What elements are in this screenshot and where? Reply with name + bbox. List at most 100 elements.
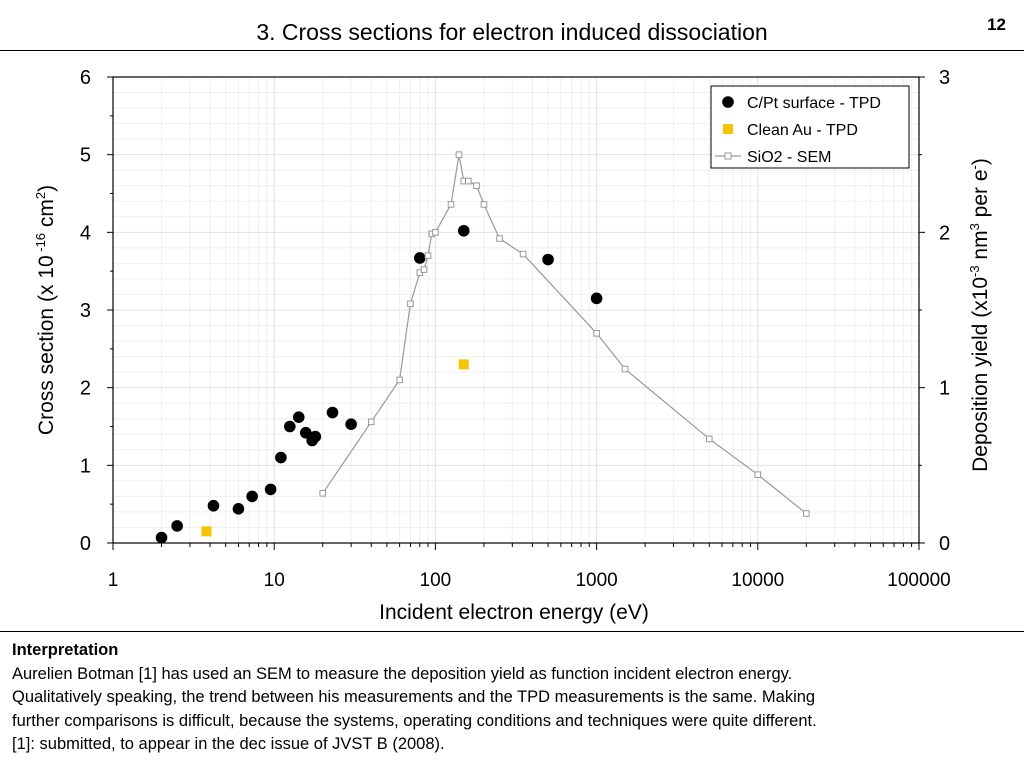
notes-divider — [0, 631, 1024, 632]
y-right-tick-label: 3 — [939, 67, 950, 89]
data-point — [275, 451, 287, 464]
legend-label: Clean Au - TPD — [747, 122, 858, 139]
notes-line-2: Qualitatively speaking, the trend betwee… — [12, 688, 816, 706]
legend-box — [710, 85, 910, 169]
y-right-axis-label: Deposition yield (x10-3 nm3 per e-) — [967, 158, 992, 472]
legend: C/Pt surface - TPD Clean Au - TPD SiO2 - S… — [710, 85, 910, 169]
notes-line-3: further comparisons is difficult, becaus… — [12, 711, 817, 730]
data-point — [542, 253, 554, 266]
data-point — [207, 499, 220, 512]
data-point — [319, 489, 327, 497]
series-clean-au-tpd — [201, 359, 469, 537]
data-point — [590, 292, 603, 305]
data-point — [171, 520, 183, 532]
series-c-pt-surface-tpd — [155, 224, 603, 544]
data-point — [420, 266, 428, 273]
y-left-tick-label: 6 — [80, 67, 91, 89]
data-point — [246, 490, 258, 503]
title-divider — [0, 50, 1024, 51]
x-tick-label: 10000 — [731, 570, 784, 591]
x-tick-label: 1000 — [575, 570, 617, 591]
x-tick-label: 1 — [108, 570, 119, 591]
y-left-tick-label: 2 — [80, 378, 91, 400]
y-left-axis-label-part: cm — [35, 199, 58, 233]
y-left-tick-label: 3 — [80, 300, 91, 322]
y-right-axis-label-part: 3 — [967, 223, 982, 230]
legend-item: Clean Au - TPD — [723, 122, 858, 139]
data-point — [447, 201, 455, 208]
y-right-axis-label-part: ) — [969, 158, 992, 165]
data-point — [326, 406, 339, 419]
page-number: 12 — [987, 15, 1006, 34]
data-point — [407, 300, 414, 308]
cross-section-chart: 1 10 100 1000 10000 10000001234560123Incident… — [33, 67, 992, 624]
legend-label: C/Pt surface - TPD — [747, 95, 881, 112]
data-point — [473, 182, 480, 190]
data-point — [201, 526, 212, 537]
data-point — [465, 177, 472, 185]
data-point — [432, 229, 439, 236]
interpretation-notes: Interpretation Aurelien Botman [1] has u… — [12, 639, 1012, 757]
data-point — [457, 224, 470, 237]
y-left-axis-label-part: 2 — [33, 192, 48, 199]
data-point — [803, 510, 810, 517]
y-right-axis-label-part: - — [967, 165, 982, 169]
y-left-tick-label: 1 — [80, 455, 91, 477]
data-point — [232, 503, 245, 515]
series-line — [322, 154, 807, 514]
slide-title: 3. Cross sections for electron induced d… — [256, 19, 768, 45]
data-point — [345, 418, 357, 430]
y-left-tick-label: 5 — [80, 145, 91, 167]
data-point — [396, 376, 403, 384]
data-point — [424, 252, 432, 259]
data-point — [264, 483, 277, 496]
y-right-axis-label-part: nm — [969, 230, 992, 265]
series-sio2-sem — [319, 151, 810, 517]
data-point — [754, 471, 762, 478]
y-right-axis-label-part: per e — [969, 169, 992, 223]
legend-item: C/Pt surface - TPD — [722, 95, 881, 112]
data-point — [367, 418, 375, 426]
data-point — [309, 430, 322, 443]
notes-line-4: [1]: submitted, to appear in the dec iss… — [12, 735, 445, 753]
data-point — [705, 435, 713, 443]
data-point — [519, 250, 527, 258]
legend-marker — [724, 152, 732, 160]
data-point — [284, 420, 296, 433]
legend-marker — [723, 124, 733, 134]
data-point — [455, 151, 463, 158]
y-left-tick-label: 4 — [80, 222, 91, 244]
data-point — [480, 201, 488, 208]
y-left-axis-label-part: ) — [35, 185, 58, 192]
x-tick-label: 100000 — [887, 570, 950, 591]
data-point — [413, 252, 426, 264]
y-right-tick-label: 0 — [939, 533, 950, 555]
data-point — [621, 365, 629, 373]
y-left-axis-label-part: -16 — [33, 233, 48, 255]
x-tick-labels: 1 10 100 1000 10000 100000 — [108, 570, 951, 591]
y-right-axis-label-part: -3 — [967, 265, 982, 277]
notes-heading: Interpretation — [12, 641, 119, 659]
legend-item: SiO2 - SEM — [715, 149, 831, 166]
y-right-axis: 0 1 2 3 — [919, 67, 950, 555]
x-axis-ticks — [112, 543, 920, 550]
y-left-tick-label: 0 — [80, 533, 91, 555]
x-axis-label: Incident electron energy (eV) — [379, 601, 649, 624]
data-point — [496, 235, 503, 242]
y-left-axis-label: Cross section (x 10 -16 cm2) — [33, 185, 58, 435]
legend-label: SiO2 - SEM — [747, 149, 831, 166]
data-point — [458, 359, 469, 370]
y-right-tick-label: 2 — [939, 222, 950, 244]
data-point — [292, 411, 305, 423]
legend-marker — [722, 96, 734, 108]
x-tick-label: 100 — [420, 570, 452, 591]
x-tick-label: 10 — [264, 570, 285, 591]
y-left-axis: 0 1 2 3 4 5 6 — [80, 67, 113, 555]
y-right-axis-label-part: Deposition yield (x10 — [969, 277, 992, 472]
y-left-axis-label-part: Cross section (x 10 — [35, 255, 58, 435]
data-point — [155, 531, 168, 544]
y-right-tick-label: 1 — [939, 378, 950, 400]
data-point — [593, 330, 600, 337]
data-point — [299, 426, 312, 439]
notes-line-1: Aurelien Botman [1] has used an SEM to m… — [12, 664, 793, 683]
